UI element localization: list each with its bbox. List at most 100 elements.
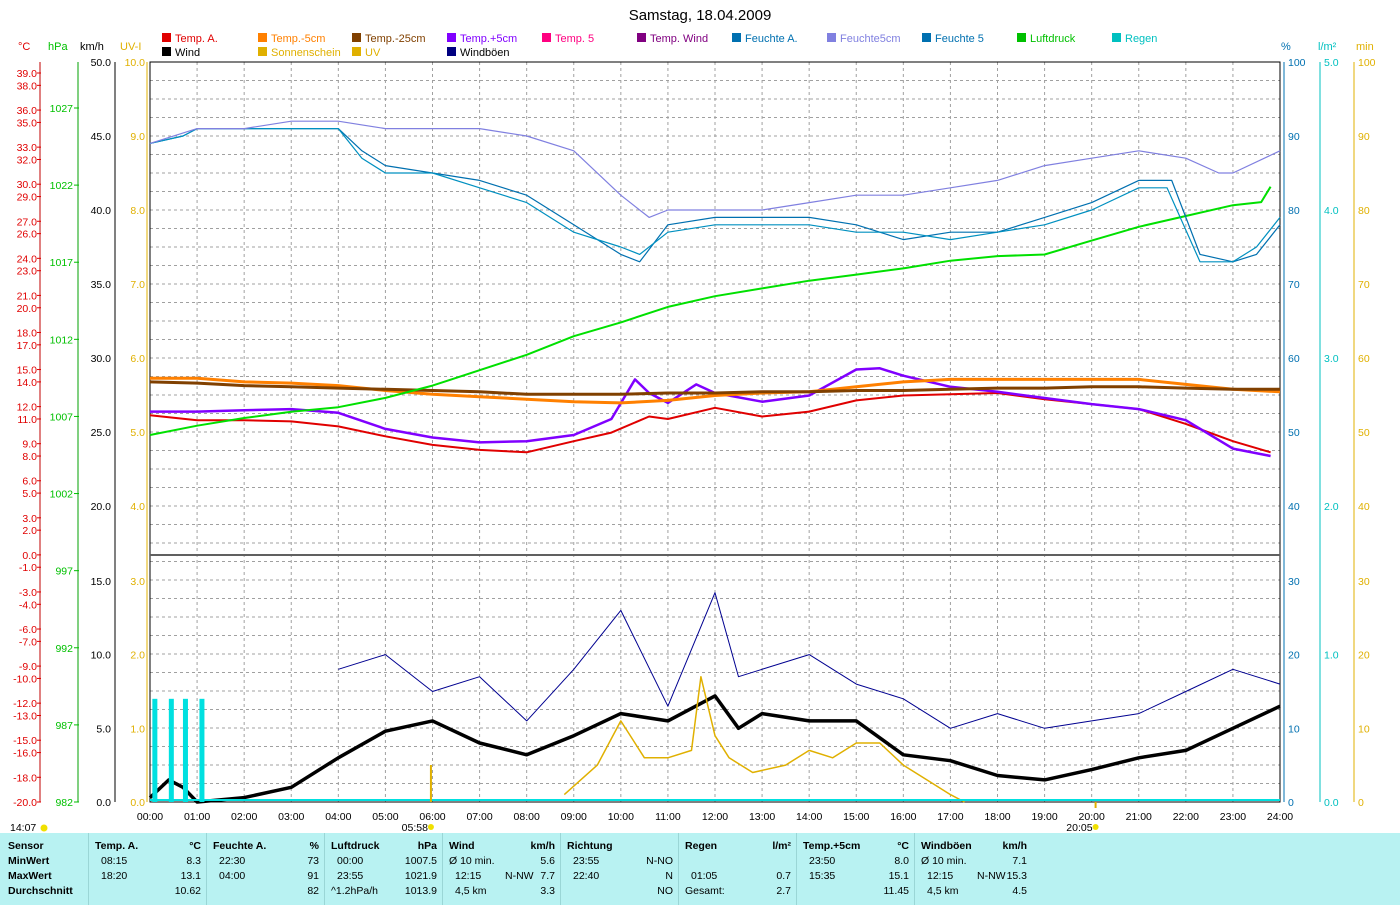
temp-tick-label: 9.0 bbox=[22, 439, 37, 451]
rain-bar bbox=[152, 698, 158, 802]
x-tick-label: 00:00 bbox=[137, 811, 163, 823]
sunset-label: 20:05 bbox=[1066, 822, 1092, 833]
humidity-tick-label-top: 80 bbox=[1288, 205, 1300, 217]
temp-a-max-value: 13.1 bbox=[180, 870, 201, 882]
humidity-tick-label-top: 70 bbox=[1288, 279, 1300, 291]
regen-title: Regen bbox=[685, 840, 718, 852]
richtung-row1-dir: N-NO bbox=[646, 855, 673, 867]
boeen-row1-value: 7.1 bbox=[1012, 855, 1027, 867]
boeen-max-value: 15.3 bbox=[1006, 870, 1027, 882]
boeen-title: Windböen bbox=[921, 840, 972, 852]
temp5-min-time: 23:50 bbox=[809, 855, 836, 867]
x-tick-label: 06:00 bbox=[419, 811, 445, 823]
x-tick-label: 22:00 bbox=[1173, 811, 1199, 823]
rain-tick-label-bottom: 1.0 bbox=[1324, 650, 1339, 662]
weather-chart: Samstag, 18.04.2009 Temp. A. Wind Temp.-5c… bbox=[10, 7, 1376, 833]
temp-a-unit: °C bbox=[189, 840, 201, 852]
x-tick-label: 10:00 bbox=[608, 811, 634, 823]
temp-tick-label: 29.0 bbox=[17, 192, 38, 204]
temp-tick-label: -16.0 bbox=[13, 748, 37, 760]
stats-col-luftdruck: Luftdruck hPa 00:00 1007.5 23:55 1021.9 … bbox=[324, 833, 443, 905]
x-tick-label: 09:00 bbox=[561, 811, 587, 823]
wind-tick-label-top: 20.0 bbox=[91, 501, 112, 513]
legend-label-temp-a: Temp. A. bbox=[175, 33, 218, 45]
wind-title: Wind bbox=[449, 840, 475, 852]
feuchte-a-max-value: 91 bbox=[307, 870, 319, 882]
temp-tick-label: 6.0 bbox=[22, 476, 37, 488]
chart-title: Samstag, 18.04.2009 bbox=[629, 7, 772, 24]
uv-tick-label-top: 6.0 bbox=[130, 353, 145, 365]
pressure-tick-label: 1002 bbox=[50, 489, 74, 501]
x-tick-label: 16:00 bbox=[890, 811, 916, 823]
series-sonnenschein bbox=[563, 675, 965, 803]
temp-tick-label: -4.0 bbox=[19, 599, 37, 611]
x-tick-label: 12:00 bbox=[702, 811, 728, 823]
uv-tick-label-bottom: 3.0 bbox=[130, 576, 145, 588]
feuchte-a-max-time: 04:00 bbox=[219, 870, 246, 882]
series-feuchte5cm bbox=[149, 120, 1281, 218]
temp-a-avg-value: 10.62 bbox=[174, 885, 201, 897]
feuchte-a-title: Feuchte A. bbox=[213, 840, 267, 852]
temp5-min-value: 8.0 bbox=[894, 855, 909, 867]
humidity-tick-label-bottom: 30 bbox=[1288, 576, 1300, 588]
pressure-tick-label: 1017 bbox=[50, 257, 74, 269]
legend-swatch-temp-25cm bbox=[352, 33, 361, 42]
temp5-unit: °C bbox=[897, 840, 909, 852]
legend-swatch-windb-en bbox=[447, 47, 456, 56]
temp-tick-label: 27.0 bbox=[17, 216, 38, 228]
unit-sun: min bbox=[1356, 41, 1374, 53]
x-tick-label: 24:00 bbox=[1267, 811, 1293, 823]
stats-col-sensor: Sensor MinWert MaxWert Durchschnitt bbox=[0, 833, 88, 905]
temp-tick-label: 39.0 bbox=[17, 68, 38, 80]
richtung-row3-dir: NO bbox=[657, 885, 673, 897]
regen-total-value: 2.7 bbox=[776, 885, 791, 897]
temp-tick-label: 32.0 bbox=[17, 154, 38, 166]
uv-tick-label-top: 10.0 bbox=[125, 57, 146, 69]
wind-tick-label-bottom: 10.0 bbox=[91, 650, 112, 662]
stats-col-temp-a: Temp. A. °C 08:15 8.3 18:20 13.1 10.62 bbox=[88, 833, 207, 905]
pressure-tick-label: 992 bbox=[55, 643, 73, 655]
unit-humidity: % bbox=[1281, 41, 1291, 53]
temp-tick-label: 15.0 bbox=[17, 365, 38, 377]
temp-a-min-time: 08:15 bbox=[101, 855, 128, 867]
x-tick-label: 20:00 bbox=[1079, 811, 1105, 823]
stats-col-richtung: Richtung 23:55 N-NO 22:40 N NO bbox=[560, 833, 679, 905]
richtung-row2-dir: N bbox=[665, 870, 673, 882]
wind-tick-label-top: 35.0 bbox=[91, 279, 112, 291]
x-tick-label: 04:00 bbox=[325, 811, 351, 823]
series-temp-25cm bbox=[149, 380, 1280, 396]
temp-tick-label: -10.0 bbox=[13, 673, 37, 685]
pressure-tick-label: 987 bbox=[55, 720, 73, 732]
corner-sun-marker bbox=[40, 824, 48, 832]
x-tick-label: 02:00 bbox=[231, 811, 257, 823]
legend-swatch-luftdruck bbox=[1017, 33, 1026, 42]
boeen-row3-value: 4.5 bbox=[1012, 885, 1027, 897]
legend-swatch-temp-5cm bbox=[258, 33, 267, 42]
luftdruck-trend: ^1.2hPa/h bbox=[331, 885, 378, 897]
row-label-min: MinWert bbox=[8, 855, 50, 867]
legend-label-feuchte5cm: Feuchte5cm bbox=[840, 33, 901, 45]
x-tick-label: 19:00 bbox=[1031, 811, 1057, 823]
x-tick-label: 11:00 bbox=[655, 811, 681, 823]
axis-units: °C hPa km/h UV-I% l/m² min bbox=[18, 41, 1374, 53]
boeen-row1-label: Ø 10 min. bbox=[921, 855, 967, 867]
stats-col-wind: Wind km/h Ø 10 min. 5.6 12:15 N-NW 7.7 4… bbox=[442, 833, 561, 905]
sunrise-label: 05:58 bbox=[402, 822, 428, 833]
grid bbox=[149, 61, 1281, 803]
uv-tick-label-bottom: 0.0 bbox=[130, 797, 145, 809]
legend-swatch-temp-a bbox=[162, 33, 171, 42]
x-tick-label: 08:00 bbox=[514, 811, 540, 823]
humidity-tick-label-bottom: 10 bbox=[1288, 723, 1300, 735]
temp-tick-label: 0.0 bbox=[22, 550, 37, 562]
temp-tick-label: -1.0 bbox=[19, 562, 37, 574]
series-lines bbox=[148, 120, 1281, 804]
sun-tick-label-top: 100 bbox=[1358, 57, 1376, 69]
series-luftdruck bbox=[149, 186, 1272, 436]
stats-col-regen: Regen l/m² 01:05 0.7 Gesamt: 2.7 bbox=[678, 833, 797, 905]
rain-bar bbox=[182, 698, 188, 802]
luftdruck-title: Luftdruck bbox=[331, 840, 380, 852]
legend-swatch-temp-wind bbox=[637, 33, 646, 42]
uv-tick-label-bottom: 2.0 bbox=[130, 650, 145, 662]
temp-a-title: Temp. A. bbox=[95, 840, 139, 852]
temp-tick-label: 8.0 bbox=[22, 451, 37, 463]
